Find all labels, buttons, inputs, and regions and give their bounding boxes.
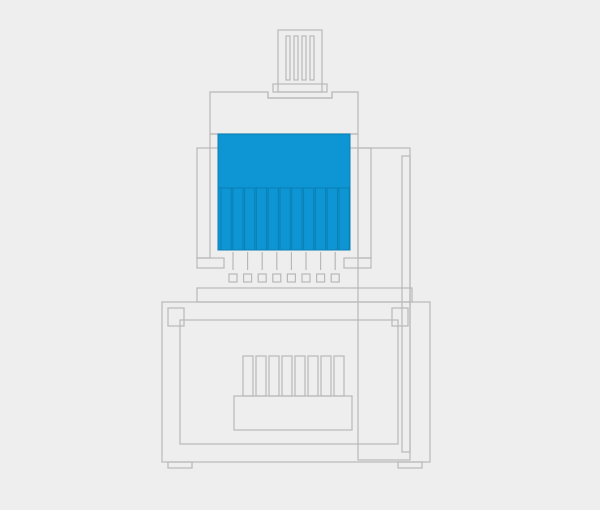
machine-diagram: [0, 0, 600, 510]
highlight-block: [218, 134, 350, 250]
canvas-background: [0, 0, 600, 510]
